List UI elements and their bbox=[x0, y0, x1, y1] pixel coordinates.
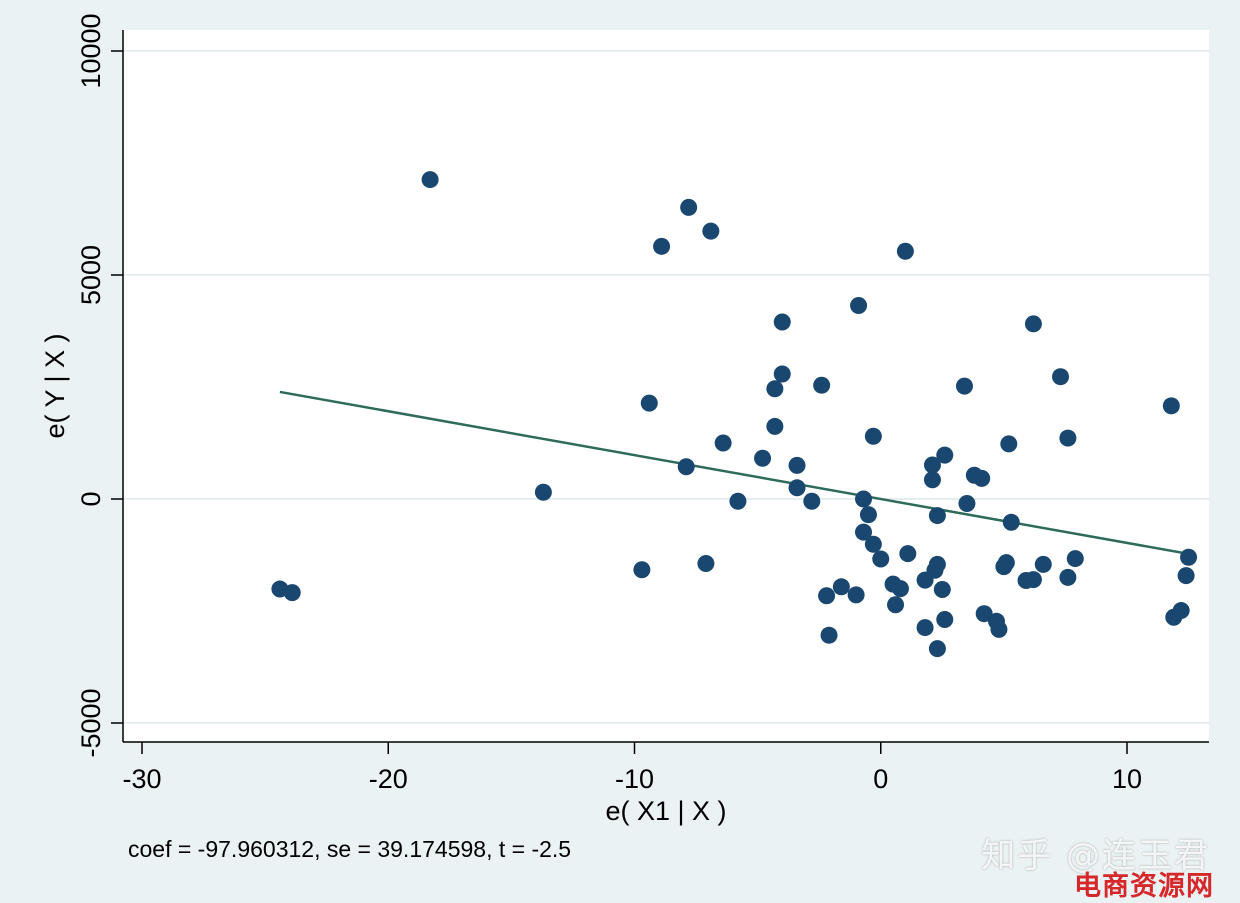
scatter-point bbox=[1180, 548, 1198, 566]
scatter-point bbox=[702, 222, 720, 240]
fit-line bbox=[279, 390, 1189, 556]
axes: -30 -20 -10 0 10 -5000 0 5000 10000 bbox=[76, 13, 1209, 794]
regression-note: coef = -97.960312, se = 39.174598, t = -… bbox=[128, 836, 572, 862]
scatter-point bbox=[1059, 568, 1077, 586]
scatter-point bbox=[936, 446, 954, 464]
scatter-point bbox=[832, 578, 850, 596]
scatter-point bbox=[864, 427, 882, 445]
scatter-point bbox=[1052, 368, 1070, 386]
scatter-point bbox=[850, 296, 868, 314]
scatter-point bbox=[955, 377, 973, 395]
scatter-point bbox=[887, 596, 905, 614]
scatter-point bbox=[766, 380, 784, 398]
scatter-point bbox=[958, 494, 976, 512]
scatter-point bbox=[928, 507, 946, 525]
scatter-point bbox=[773, 313, 791, 331]
scatter-point bbox=[1177, 567, 1195, 585]
scatter-point bbox=[633, 561, 651, 579]
watermark-site: 电商资源网 bbox=[1074, 871, 1214, 902]
x-axis-label: e( X1 | X ) bbox=[605, 796, 726, 826]
watermark-text: 知乎 @连玉君 bbox=[981, 836, 1210, 876]
scatter-point bbox=[1059, 429, 1077, 447]
x-tick-label: 0 bbox=[873, 764, 888, 794]
scatter-point bbox=[923, 456, 941, 474]
scatter-point bbox=[1024, 315, 1042, 333]
scatter-point bbox=[916, 619, 934, 637]
scatter-point bbox=[640, 394, 658, 412]
scatter-point bbox=[975, 605, 993, 623]
x-tick-label: -20 bbox=[369, 764, 408, 794]
scatter-point bbox=[773, 365, 791, 383]
scatter-point bbox=[864, 535, 882, 553]
scatter-point bbox=[697, 555, 715, 573]
scatter-point bbox=[534, 483, 552, 501]
x-tick-label: 10 bbox=[1112, 764, 1142, 794]
scatter-point bbox=[1024, 571, 1042, 589]
scatter-point bbox=[990, 620, 1008, 638]
y-tick-label: 5000 bbox=[76, 245, 106, 305]
scatter-point bbox=[899, 545, 917, 563]
data-points bbox=[271, 171, 1198, 658]
scatter-point bbox=[872, 550, 890, 568]
scatter-point bbox=[680, 198, 698, 216]
grid-lines bbox=[123, 50, 1209, 724]
scatter-point bbox=[677, 458, 695, 476]
scatter-point bbox=[714, 434, 732, 452]
scatter-point bbox=[1162, 397, 1180, 415]
scatter-point bbox=[653, 237, 671, 255]
scatter-point bbox=[788, 479, 806, 497]
scatter-point bbox=[818, 587, 836, 605]
scatter-point bbox=[855, 523, 873, 541]
scatter-point bbox=[788, 456, 806, 474]
scatter-point bbox=[928, 555, 946, 573]
fit-line-layer bbox=[279, 390, 1189, 556]
scatter-point bbox=[766, 417, 784, 435]
scatter-point bbox=[1034, 555, 1052, 573]
scatter-point bbox=[973, 469, 991, 487]
scatter-point bbox=[754, 449, 772, 467]
scatter-point bbox=[1066, 550, 1084, 568]
x-tick-label: -30 bbox=[122, 764, 161, 794]
scatter-point bbox=[928, 640, 946, 658]
scatter-point bbox=[997, 554, 1015, 572]
y-tick-label: 0 bbox=[76, 491, 106, 506]
y-axis-label: e( Y | X ) bbox=[40, 333, 70, 438]
y-tick-label: 10000 bbox=[76, 13, 106, 88]
scatter-point bbox=[1172, 602, 1190, 620]
scatter-point bbox=[813, 376, 831, 394]
y-tick-label: -5000 bbox=[76, 688, 106, 757]
scatter-point bbox=[855, 490, 873, 508]
scatter-point bbox=[933, 580, 951, 598]
plot-area bbox=[123, 30, 1209, 742]
scatter-point bbox=[803, 492, 821, 510]
scatter-point bbox=[1000, 435, 1018, 453]
scatter-point bbox=[729, 492, 747, 510]
scatter-point bbox=[859, 506, 877, 524]
scatter-point bbox=[820, 626, 838, 644]
scatter-point bbox=[283, 584, 301, 602]
scatter-point bbox=[896, 242, 914, 260]
x-tick-label: -10 bbox=[615, 764, 654, 794]
scatter-point bbox=[847, 586, 865, 604]
scatter-point bbox=[421, 171, 439, 189]
scatter-point bbox=[936, 611, 954, 629]
scatter-point bbox=[891, 580, 909, 598]
scatter-point bbox=[1002, 513, 1020, 531]
scatter-point bbox=[923, 471, 941, 489]
